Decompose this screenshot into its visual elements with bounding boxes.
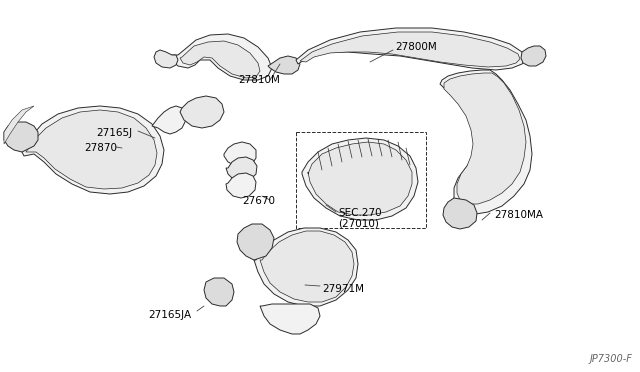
Polygon shape xyxy=(300,32,520,67)
Polygon shape xyxy=(302,138,418,220)
Polygon shape xyxy=(152,106,186,134)
Polygon shape xyxy=(260,231,354,302)
Polygon shape xyxy=(443,198,477,229)
Polygon shape xyxy=(444,73,526,204)
Polygon shape xyxy=(26,110,157,189)
Polygon shape xyxy=(204,278,234,306)
Polygon shape xyxy=(254,228,358,306)
Text: 27810M: 27810M xyxy=(238,75,280,85)
Polygon shape xyxy=(226,157,257,182)
Polygon shape xyxy=(224,142,256,167)
Text: 27800M: 27800M xyxy=(395,42,436,52)
Polygon shape xyxy=(260,304,320,334)
Text: SEC.270: SEC.270 xyxy=(338,208,381,218)
Polygon shape xyxy=(521,46,546,66)
Polygon shape xyxy=(172,34,272,80)
Text: 27870: 27870 xyxy=(84,143,117,153)
Text: 27165JA: 27165JA xyxy=(148,310,191,320)
Text: JP7300-F: JP7300-F xyxy=(589,354,632,364)
Polygon shape xyxy=(4,122,38,152)
Polygon shape xyxy=(308,142,412,215)
Polygon shape xyxy=(180,41,260,78)
Polygon shape xyxy=(154,50,178,68)
Polygon shape xyxy=(440,70,532,214)
Polygon shape xyxy=(4,106,34,144)
Text: 27165J: 27165J xyxy=(96,128,132,138)
Text: 27971M: 27971M xyxy=(322,284,364,294)
Text: 27670: 27670 xyxy=(242,196,275,206)
Polygon shape xyxy=(296,28,526,70)
Bar xyxy=(296,132,426,228)
Polygon shape xyxy=(268,56,300,74)
Polygon shape xyxy=(180,96,224,128)
Polygon shape xyxy=(237,224,274,260)
Polygon shape xyxy=(22,106,164,194)
Polygon shape xyxy=(226,173,256,198)
Text: 27810MA: 27810MA xyxy=(494,210,543,220)
Text: (27010): (27010) xyxy=(338,219,379,229)
